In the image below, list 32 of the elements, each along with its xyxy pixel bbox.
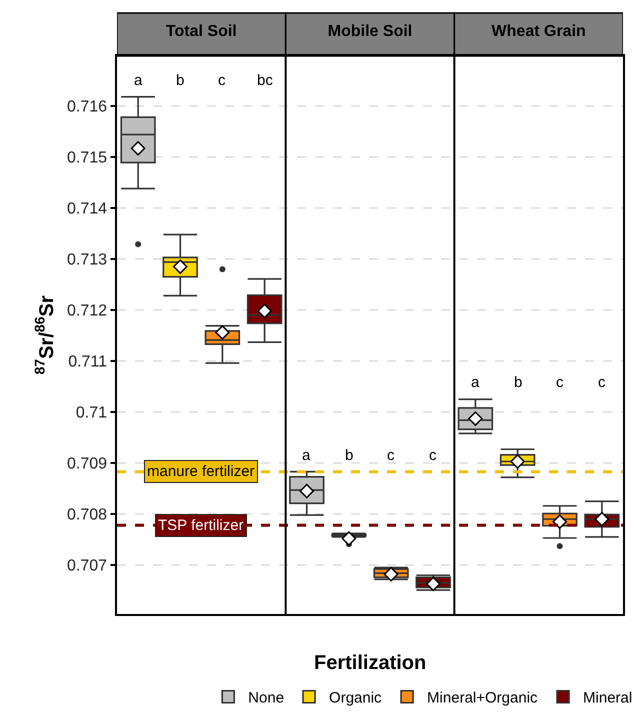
y-tick-label: 0.715 (67, 150, 108, 167)
annotation: b (176, 72, 184, 89)
x-tick-label: Wheat Grain (492, 22, 586, 40)
ref-line-label: TSP fertilizer (158, 517, 244, 534)
x-axis-title: Fertilization (314, 652, 426, 674)
legend-label: Mineral (583, 690, 632, 707)
annotation: a (302, 447, 311, 464)
annotation: c (598, 374, 606, 391)
y-tick-label: 0.716 (67, 98, 108, 116)
y-tick-label: 0.709 (67, 456, 108, 473)
annotation: c (387, 447, 395, 464)
annotation: a (471, 374, 480, 391)
y-tick-label: 0.713 (67, 252, 108, 269)
legend-label: None (248, 690, 284, 707)
annotation: b (514, 374, 522, 391)
y-tick-label: 0.714 (67, 200, 108, 218)
x-tick-label: Total Soil (166, 22, 237, 40)
legend-label: Organic (329, 690, 382, 707)
y-tick-label: 0.71 (76, 404, 108, 422)
annotation: a (134, 72, 143, 89)
annotation: bc (257, 72, 274, 89)
ref-line-label: manure fertilizer (147, 463, 255, 480)
y-tick-label: 0.712 (67, 302, 108, 320)
x-tick-label: Mobile Soil (328, 22, 412, 40)
annotation: c (556, 374, 564, 391)
annotation: c (218, 72, 226, 89)
y-tick-label: 0.707 (67, 558, 108, 575)
annotation: c (429, 447, 437, 464)
legend-label: Mineral+Organic (427, 690, 538, 707)
y-tick-label: 0.708 (67, 506, 108, 524)
annotation: b (345, 447, 354, 464)
y-tick-label: 0.711 (68, 354, 108, 371)
